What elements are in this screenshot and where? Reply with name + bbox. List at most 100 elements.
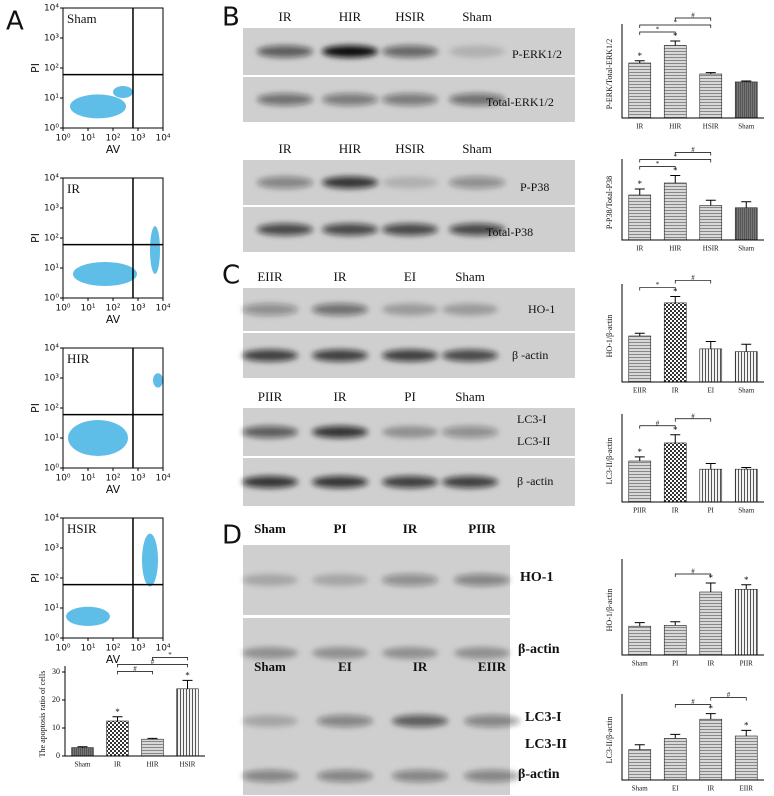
x-tick-label: 10⁴	[155, 304, 170, 314]
protein-label: β -actin	[512, 348, 548, 362]
y-tick-label: 10⁰	[44, 464, 59, 474]
lane-label: IR	[279, 9, 292, 24]
blot-band	[454, 647, 510, 659]
bar	[663, 624, 687, 656]
blot-band	[464, 715, 520, 727]
bar	[734, 81, 758, 119]
error-bar	[705, 713, 716, 720]
significance-bracket	[674, 152, 712, 156]
blot-band	[382, 303, 438, 316]
x-tick-label: 10³	[130, 644, 145, 654]
protein-label: LC3-II	[517, 434, 550, 448]
y-tick-label: 10²	[44, 574, 59, 584]
blot-band	[449, 176, 505, 189]
x-tick-label: PIIR	[633, 507, 647, 515]
error-bar	[741, 80, 752, 82]
event-cloud	[153, 373, 163, 388]
significance-mark: *	[638, 51, 643, 61]
x-tick-label: 10¹	[80, 474, 95, 484]
bracket-label: #	[691, 12, 695, 20]
lane-label: Sham	[455, 389, 485, 404]
significance-mark: *	[673, 166, 678, 176]
lane-label: IR	[334, 269, 347, 284]
significance-mark: *	[744, 575, 749, 585]
error-bar	[670, 40, 681, 46]
bar	[71, 747, 94, 757]
x-tick-label: EI	[672, 785, 679, 793]
x-tick-label: 10¹	[80, 134, 95, 144]
lane-label: HSIR	[395, 9, 425, 24]
x-tick-label: 10¹	[80, 644, 95, 654]
x-tick-label: PIIR	[740, 660, 754, 668]
significance-bracket	[152, 657, 188, 661]
blot-band	[464, 770, 520, 782]
y-axis-label: P-ERK/Total-ERK1/2	[605, 39, 614, 110]
error-bar	[112, 716, 123, 721]
x-tick-label: EIIR	[739, 785, 753, 793]
bar	[699, 718, 723, 781]
y-tick-label: 10⁰	[44, 124, 59, 134]
event-cloud	[150, 226, 160, 274]
y-tick-label: 10¹	[44, 264, 59, 274]
panel-letter: C	[222, 261, 240, 291]
bar	[176, 688, 199, 757]
lane-label: HSIR	[395, 141, 425, 156]
lane-label: EIIR	[257, 269, 283, 284]
y-tick-label: 10²	[44, 64, 59, 74]
blot-band	[242, 426, 298, 438]
error-bar	[741, 343, 752, 352]
plot-title: IR	[67, 181, 80, 196]
lane-label: EIIR	[478, 659, 507, 674]
error-bar	[670, 621, 681, 626]
error-bar	[634, 622, 645, 627]
blot-band	[312, 574, 368, 586]
x-tick-label: HIR	[146, 761, 158, 769]
y-tick-label: 30	[52, 667, 60, 676]
panel-letter: B	[222, 3, 240, 33]
protein-label: HO-1	[528, 302, 555, 316]
event-cloud	[73, 262, 137, 286]
y-tick-label: 10³	[44, 544, 59, 554]
y-tick-label: 10⁴	[44, 174, 59, 184]
bracket-label: *	[656, 26, 660, 34]
significance-bracket	[710, 697, 747, 701]
blot-band	[382, 647, 438, 659]
x-tick-label: 10⁴	[155, 644, 170, 654]
bar	[699, 205, 723, 241]
error-bar	[670, 434, 681, 443]
axes	[621, 694, 764, 781]
error-bar	[705, 582, 716, 592]
event-cloud	[66, 606, 110, 627]
x-tick-label: PI	[672, 660, 679, 668]
significance-mark: *	[673, 31, 678, 41]
lane-label: IR	[279, 141, 292, 156]
lane-label: HIR	[339, 9, 362, 24]
significance-bracket	[674, 573, 712, 577]
bar	[628, 749, 652, 781]
error-bar	[741, 467, 752, 470]
x-tick-label: Sham	[632, 785, 649, 793]
error-bar	[634, 456, 645, 461]
error-bar	[705, 72, 716, 74]
protein-label: P-P38	[520, 180, 549, 194]
x-tick-label: IR	[636, 245, 643, 253]
bar	[628, 62, 652, 119]
blot-band	[382, 45, 438, 58]
x-tick-label: 10⁴	[155, 134, 170, 144]
x-tick-label: 10⁰	[55, 134, 70, 144]
bracket-label: *	[656, 160, 660, 168]
protein-label: β-actin	[518, 767, 560, 782]
y-axis-label: HO-1/β-actin	[605, 315, 614, 358]
y-tick-label: 10⁴	[44, 344, 59, 354]
bar	[699, 73, 723, 119]
event-cloud	[70, 94, 126, 119]
significance-bracket	[639, 159, 712, 163]
bracket-label: *	[674, 19, 678, 27]
y-tick-label: 10³	[44, 204, 59, 214]
x-tick-label: 10¹	[80, 304, 95, 314]
blot-band	[312, 303, 368, 316]
plot-title: HIR	[67, 351, 90, 366]
x-tick-label: HSIR	[180, 761, 196, 769]
error-bar	[670, 295, 681, 303]
plot-title: HSIR	[67, 521, 97, 536]
